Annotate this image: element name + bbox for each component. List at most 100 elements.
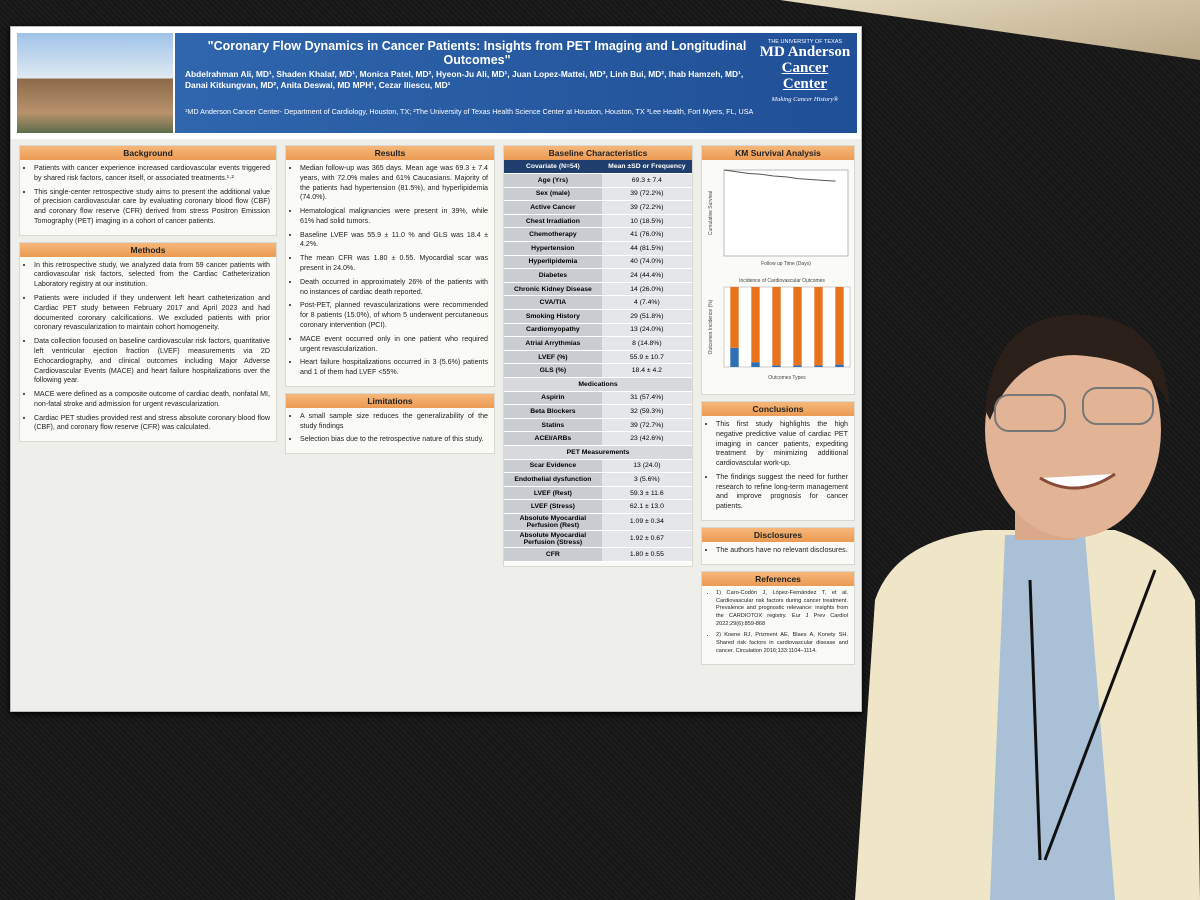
bar-segment (751, 287, 760, 363)
section: Results Median follow-up was 365 days. Me… (285, 145, 495, 387)
cell: LVEF (%) (504, 350, 602, 365)
bar-segment (814, 287, 823, 366)
plot-area (723, 286, 851, 368)
cell: LVEF (Rest) (504, 486, 602, 501)
bullet: Cardiac PET studies provided rest and st… (34, 414, 270, 434)
cell: CVA/TIA (504, 295, 602, 311)
section-title: Limitations (286, 393, 494, 408)
glasses (1082, 387, 1154, 425)
cell: 39 (72.2%) (601, 200, 692, 215)
section: Methods In this retrospective study, we a… (19, 241, 277, 443)
y-axis-label: Outcomes Incidence (%) (708, 299, 714, 354)
authors: Abdelrahman Ali, MD¹, Shaden Khalaf, MD¹… (185, 69, 744, 90)
cell: Absolute Myocardial Perfusion (Rest) (504, 513, 602, 531)
cell: Chest Irradiation (504, 214, 602, 229)
cell: 10 (18.5%) (601, 214, 692, 229)
section: Background Patients with cancer experienc… (19, 145, 277, 236)
cell: Chemotherapy (504, 227, 602, 243)
table-row: Scar Evidence 13 (24.0) (504, 459, 692, 474)
table-row: Absolute Myocardial Perfusion (Stress) 1.… (504, 530, 692, 548)
logo: THE UNIVERSITY OF TEXAS MD Anderson Canc… (759, 39, 851, 127)
section: KM Survival Analysis Follow up Time (Days… (701, 145, 855, 395)
table-row: Atrial Arrythmias 8 (14.8%) (504, 336, 692, 351)
header-cell: Covariate (N=54) (504, 160, 602, 175)
cell: Beta Blockers (504, 404, 602, 419)
cell: 14 (26.0%) (601, 282, 692, 297)
bar-segment (835, 364, 844, 367)
table-row: Hypertension 44 (81.5%) (504, 241, 692, 256)
shirt (990, 535, 1115, 900)
table-row: LVEF (Stress) 62.1 ± 13.0 (504, 499, 692, 514)
bar-segment (751, 362, 760, 367)
column: KM Survival Analysis Follow up Time (Days… (701, 145, 855, 705)
cell: 29 (51.8%) (601, 309, 692, 324)
cell: GLS (%) (504, 363, 602, 378)
section-title: Methods (20, 242, 276, 257)
cell: 24 (44.4%) (601, 268, 692, 283)
logo-line: THE UNIVERSITY OF TEXAS (767, 39, 843, 45)
bar-segment (793, 365, 802, 367)
cell: 62.1 ± 13.0 (601, 499, 692, 514)
table-row: LVEF (%) 55.9 ± 10.7 (504, 350, 692, 365)
bullet: Heart failure hospitalizations occurred … (300, 358, 488, 378)
table-row: Sex (male) 39 (72.2%) (504, 187, 692, 202)
cell: 41 (76.0%) (601, 227, 692, 243)
cell: 1.80 ± 0.55 (601, 547, 692, 562)
chart-title: Incidence of Cardiovascular Outcomes (739, 278, 825, 284)
cell: Hypertension (504, 241, 602, 256)
cell: Atrial Arrythmias (504, 336, 602, 351)
cell: 39 (72.2%) (601, 187, 692, 202)
table-row: LVEF (Rest) 59.3 ± 11.6 (504, 486, 692, 501)
table-row: Chemotherapy 41 (76.0%) (504, 227, 692, 243)
section-title: Results (286, 146, 494, 160)
cell: 13 (24.0%) (601, 323, 692, 338)
bullet: This single-center retrospective study a… (34, 188, 270, 227)
cell: Chronic Kidney Disease (504, 282, 602, 297)
table-row: CFR 1.80 ± 0.55 (504, 547, 692, 562)
cell: 1.92 ± 0.67 (601, 530, 692, 548)
bullet: Patients were included if they underwent… (34, 294, 270, 333)
bullet: Death occurred in approximately 26% of t… (300, 278, 488, 298)
section-title: References (702, 571, 854, 586)
x-axis-label: Outcomes Types (768, 375, 806, 381)
hair (985, 314, 1170, 420)
bullet: MACE event occurred only in one patient … (300, 335, 488, 355)
plot-area (723, 169, 849, 257)
cell: 40 (74.0%) (601, 255, 692, 270)
table-row: Endothelial dysfunction 3 (5.6%) (504, 472, 692, 487)
bar-segment (730, 287, 739, 348)
section-title: Conclusions (702, 402, 854, 416)
cell: 69.3 ± 7.4 (601, 173, 692, 188)
bullet: 1) Caro-Codón J, López-Fernández T, et a… (716, 590, 848, 629)
section: References 1) Caro-Codón J, López-Fernánd… (701, 570, 855, 665)
bullet: Post-PET, planned revascularizations wer… (300, 301, 488, 330)
logo-line: Cancer Center (781, 59, 829, 92)
glasses (994, 394, 1066, 432)
cell: Statins (504, 418, 602, 433)
bar-segment (814, 365, 823, 367)
header-cell: Mean ±SD or Frequency (601, 160, 692, 175)
incidence-chart: Incidence of Cardiovascular Outcomes Outc… (708, 278, 851, 381)
cell: 44 (81.5%) (601, 241, 692, 256)
bullet: Patients with cancer experience increase… (34, 164, 270, 184)
bar-segment (793, 287, 802, 366)
cell: Sex (male) (504, 187, 602, 202)
cell: 3 (5.6%) (601, 472, 692, 487)
cell: LVEF (Stress) (504, 499, 602, 514)
bullet: MACE were defined as a composite outcome… (34, 390, 270, 410)
table-row: Aspirin 31 (57.4%) (504, 391, 692, 406)
bar-segment (730, 347, 739, 367)
group-row: PET Measurements (504, 445, 692, 460)
cell: 55.9 ± 10.7 (601, 350, 692, 365)
table-row: ACEI/ARBs 23 (42.6%) (504, 431, 692, 446)
cell: Hyperlipidemia (504, 255, 602, 270)
table-row: Hyperlipidemia 40 (74.0%) (504, 255, 692, 270)
table-header: Covariate (N=54) Mean ±SD or Frequency (504, 160, 692, 175)
bullet: Median follow-up was 365 days. Mean age … (300, 164, 488, 203)
bullet: Selection bias due to the retrospective … (300, 435, 488, 445)
poster: "Coronary Flow Dynamics in Cancer Patien… (10, 26, 862, 712)
bullet: The mean CFR was 1.80 ± 0.55. Myocardial… (300, 254, 488, 274)
table-row: Cardiomyopathy 13 (24.0%) (504, 323, 692, 338)
bullet: A small sample size reduces the generali… (300, 412, 488, 432)
